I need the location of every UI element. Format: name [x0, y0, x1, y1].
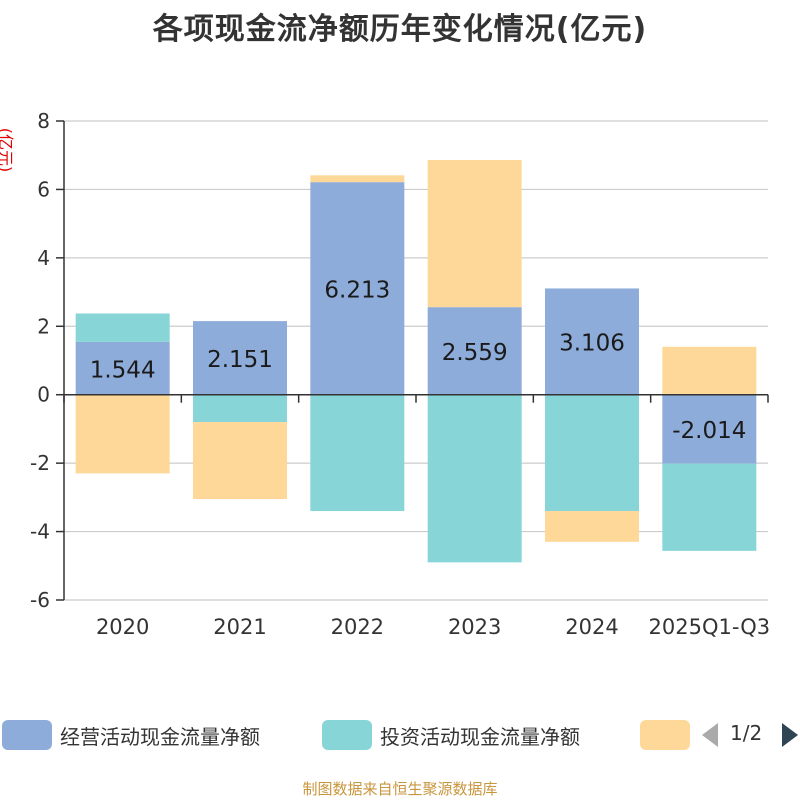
- data-label: 6.213: [324, 277, 390, 303]
- data-label: 3.106: [559, 331, 625, 357]
- bar-financing: [662, 346, 757, 395]
- x-tick-label: 2021: [213, 615, 266, 639]
- x-tick-label: 2020: [96, 615, 149, 639]
- y-tick-label: 6: [37, 177, 50, 201]
- data-label: 2.151: [207, 347, 273, 373]
- bar-operating: [75, 341, 170, 395]
- legend-swatch-financing: [640, 720, 690, 750]
- legend-pager: 1/2: [698, 718, 800, 752]
- legend-item-financing[interactable]: [640, 718, 690, 752]
- legend-prev-page-icon[interactable]: [702, 723, 718, 747]
- y-tick-label: -6: [30, 588, 50, 612]
- y-axis-unit: (亿元): [0, 127, 15, 173]
- y-tick-label: -2: [30, 451, 50, 475]
- legend-swatch-operating: [2, 720, 52, 750]
- y-tick-label: -4: [30, 520, 50, 544]
- legend-item-operating[interactable]: 经营活动现金流量净额: [2, 718, 260, 752]
- legend-label-investing: 投资活动现金流量净额: [380, 724, 580, 749]
- bar-investing: [75, 313, 170, 342]
- y-tick-label: 0: [37, 383, 50, 407]
- data-label: 2.559: [442, 340, 508, 366]
- bar-investing: [545, 394, 639, 512]
- x-tick-label: 2023: [448, 615, 501, 639]
- bar-operating: [545, 288, 639, 395]
- x-tick-label: 2025Q1-Q3: [649, 615, 771, 639]
- legend-swatch-investing: [322, 720, 372, 750]
- bar-operating: [193, 321, 287, 395]
- y-tick-label: 2: [37, 314, 50, 338]
- bar-operating: [662, 394, 757, 464]
- bar-financing: [427, 160, 522, 308]
- bar-investing: [662, 463, 757, 551]
- legend-item-investing[interactable]: 投资活动现金流量净额: [322, 718, 580, 752]
- data-label: 1.544: [90, 357, 156, 383]
- y-tick-label: 8: [37, 109, 50, 133]
- bar-operating: [310, 182, 405, 395]
- chart-title: 各项现金流净额历年变化情况(亿元): [152, 12, 648, 47]
- x-tick-label: 2024: [565, 615, 618, 639]
- bar-financing: [193, 422, 287, 500]
- bar-investing: [310, 394, 405, 512]
- bar-financing: [310, 175, 405, 183]
- bar-financing: [75, 394, 170, 474]
- bar-investing: [193, 394, 287, 423]
- y-tick-label: 4: [37, 246, 50, 270]
- legend-page-indicator: 1/2: [730, 721, 763, 745]
- bar-investing: [427, 394, 522, 563]
- legend-label-operating: 经营活动现金流量净额: [60, 724, 260, 749]
- legend-next-page-icon[interactable]: [782, 723, 798, 747]
- data-source-note: 制图数据来自恒生聚源数据库: [302, 780, 498, 798]
- bar-operating: [427, 307, 522, 395]
- data-label: -2.014: [672, 418, 746, 444]
- bar-financing: [545, 511, 639, 542]
- x-tick-label: 2022: [331, 615, 384, 639]
